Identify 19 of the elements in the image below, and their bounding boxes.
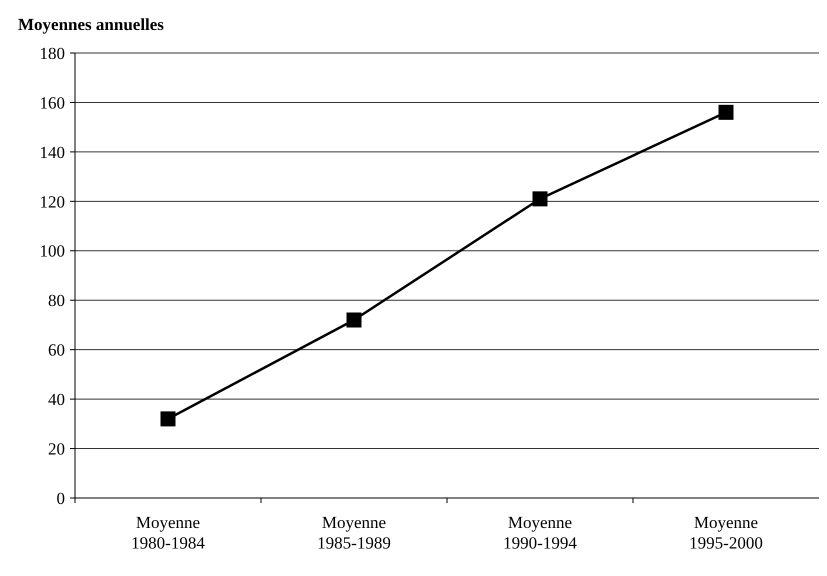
point	[346, 312, 362, 328]
point	[718, 104, 734, 120]
y-tick-label: 120	[40, 192, 65, 212]
chart-title: Moyennes annuelles	[18, 15, 164, 34]
y-tick-label: 80	[48, 291, 65, 310]
y-tick-label: 20	[48, 440, 65, 459]
x-tick-label: Moyenne 1995-2000	[689, 513, 763, 552]
y-tick-label: 160	[40, 93, 65, 112]
x-tick-label: Moyenne 1985-1989	[317, 513, 391, 552]
y-tick-label: 0	[56, 488, 65, 508]
y-tick-label: 140	[40, 142, 65, 162]
y-tick-label: 100	[40, 242, 65, 261]
point	[532, 191, 548, 206]
y-tick-label: 40	[48, 390, 65, 410]
point	[160, 411, 176, 426]
y-tick-label: 60	[48, 340, 65, 360]
y-tick-label: 180	[40, 44, 65, 63]
x-tick-label: Moyenne 1990-1994	[503, 513, 578, 552]
x-tick-label: Moyenne 1980-1984	[131, 513, 206, 552]
